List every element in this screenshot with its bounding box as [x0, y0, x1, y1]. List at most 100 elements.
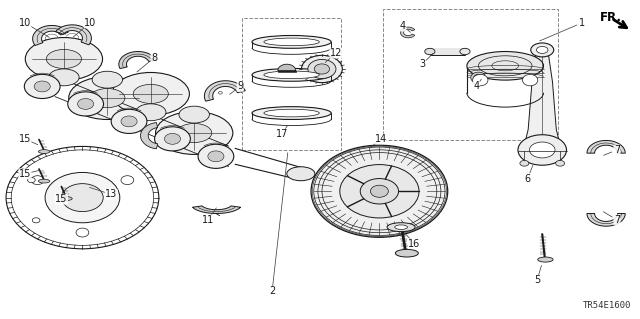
Text: 9: 9: [237, 81, 243, 92]
Ellipse shape: [208, 151, 224, 162]
Polygon shape: [56, 25, 92, 45]
Ellipse shape: [92, 71, 122, 88]
Text: 7: 7: [614, 145, 620, 155]
Ellipse shape: [518, 135, 566, 165]
Ellipse shape: [301, 55, 342, 83]
Ellipse shape: [252, 107, 331, 120]
Ellipse shape: [252, 69, 331, 81]
Text: 2: 2: [269, 286, 275, 296]
Polygon shape: [33, 26, 68, 46]
Ellipse shape: [218, 92, 222, 94]
Ellipse shape: [61, 184, 103, 211]
Text: FR.: FR.: [600, 11, 621, 24]
Ellipse shape: [77, 99, 93, 109]
Ellipse shape: [32, 218, 40, 223]
Ellipse shape: [156, 112, 233, 154]
Ellipse shape: [198, 144, 234, 168]
Bar: [383, 9, 558, 140]
Bar: [278, 70, 296, 72]
Ellipse shape: [112, 72, 189, 115]
Text: 11: 11: [202, 215, 214, 225]
Ellipse shape: [26, 38, 102, 80]
Text: 4: 4: [400, 21, 406, 31]
Ellipse shape: [360, 179, 399, 204]
Ellipse shape: [395, 225, 408, 229]
Text: 7: 7: [614, 215, 620, 225]
Ellipse shape: [179, 106, 209, 123]
Text: 16: 16: [408, 239, 420, 249]
Text: 10: 10: [19, 18, 31, 28]
Text: 1: 1: [579, 18, 585, 28]
Polygon shape: [471, 72, 485, 83]
Ellipse shape: [76, 228, 89, 237]
Polygon shape: [425, 48, 430, 55]
Ellipse shape: [264, 38, 319, 46]
Ellipse shape: [136, 104, 166, 121]
Ellipse shape: [49, 69, 79, 86]
Ellipse shape: [538, 257, 553, 262]
Ellipse shape: [314, 64, 330, 74]
Polygon shape: [587, 140, 625, 153]
Ellipse shape: [68, 77, 146, 120]
Polygon shape: [193, 206, 241, 213]
Ellipse shape: [287, 167, 315, 181]
Ellipse shape: [121, 176, 134, 185]
Text: 8: 8: [151, 53, 157, 63]
Ellipse shape: [536, 47, 548, 53]
Ellipse shape: [111, 109, 147, 133]
Text: 6: 6: [525, 174, 531, 183]
Text: TR54E1600: TR54E1600: [582, 301, 631, 310]
Ellipse shape: [68, 92, 104, 116]
Ellipse shape: [467, 51, 543, 80]
Bar: [430, 48, 465, 55]
Polygon shape: [278, 64, 296, 70]
Text: 4: 4: [474, 81, 479, 92]
Ellipse shape: [28, 178, 35, 183]
Polygon shape: [119, 51, 156, 69]
Ellipse shape: [371, 185, 388, 197]
Polygon shape: [401, 27, 415, 38]
Ellipse shape: [308, 59, 336, 78]
Ellipse shape: [164, 133, 180, 144]
Text: 12: 12: [330, 48, 342, 58]
Ellipse shape: [45, 173, 120, 223]
Ellipse shape: [531, 43, 554, 57]
Bar: [242, 18, 341, 150]
Text: 15: 15: [19, 134, 31, 144]
Ellipse shape: [340, 165, 419, 218]
Ellipse shape: [425, 48, 435, 55]
Ellipse shape: [396, 249, 419, 257]
Text: 5: 5: [534, 275, 540, 285]
Ellipse shape: [252, 35, 331, 48]
Ellipse shape: [387, 223, 415, 232]
Ellipse shape: [264, 71, 319, 79]
Ellipse shape: [38, 179, 50, 183]
Ellipse shape: [264, 109, 319, 117]
Text: 13: 13: [105, 189, 117, 199]
Ellipse shape: [38, 150, 50, 153]
Ellipse shape: [46, 49, 81, 69]
Polygon shape: [524, 56, 560, 145]
Text: 17: 17: [275, 129, 288, 139]
Ellipse shape: [311, 145, 448, 237]
Ellipse shape: [529, 142, 555, 158]
Ellipse shape: [133, 85, 168, 103]
Ellipse shape: [61, 197, 72, 200]
Ellipse shape: [34, 81, 51, 92]
Text: 15: 15: [55, 194, 68, 204]
Ellipse shape: [522, 74, 538, 86]
Text: 10: 10: [84, 18, 96, 28]
Ellipse shape: [121, 116, 137, 127]
Ellipse shape: [31, 176, 44, 185]
Ellipse shape: [556, 160, 564, 166]
Text: 15: 15: [19, 169, 31, 179]
Ellipse shape: [460, 48, 470, 55]
Text: 14: 14: [374, 134, 387, 144]
Ellipse shape: [472, 74, 488, 86]
Text: 3: 3: [419, 59, 425, 69]
Polygon shape: [204, 81, 245, 101]
Ellipse shape: [520, 160, 529, 166]
Ellipse shape: [155, 127, 190, 151]
Polygon shape: [587, 213, 625, 226]
Polygon shape: [141, 122, 157, 149]
